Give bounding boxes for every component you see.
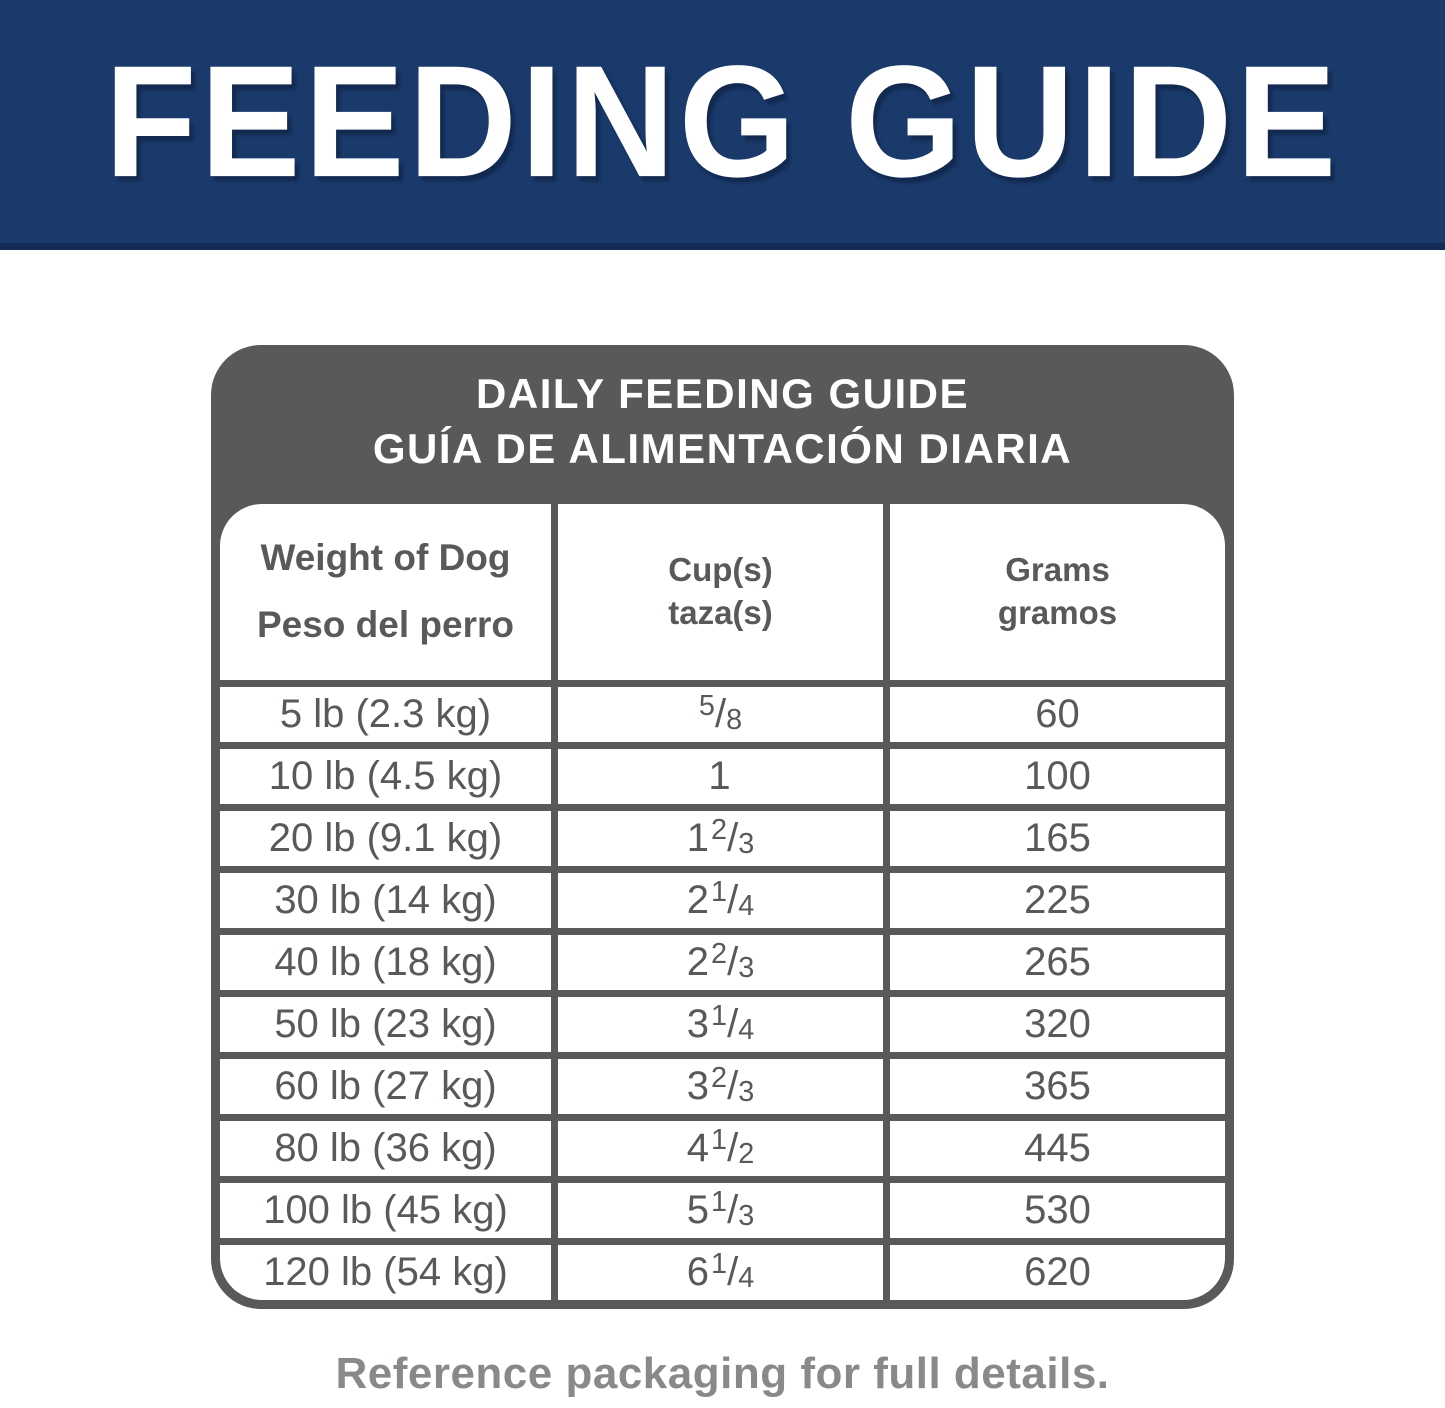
weight-cell: 5 lb (2.3 kg) bbox=[220, 687, 551, 742]
grams-cell: 100 bbox=[890, 749, 1225, 804]
column-header-cups-es: taza(s) bbox=[668, 594, 773, 631]
cups-cell: 31/4 bbox=[557, 997, 884, 1052]
table-row: 60 lb (27 kg) 32/3 365 bbox=[220, 1059, 1225, 1114]
panel-title: DAILY FEEDING GUIDE GUÍA DE ALIMENTACIÓN… bbox=[213, 345, 1232, 497]
cups-cell: 51/3 bbox=[557, 1183, 884, 1238]
grams-cell: 225 bbox=[890, 873, 1225, 928]
grams-cell: 165 bbox=[890, 811, 1225, 866]
cups-cell: 1 bbox=[557, 749, 884, 804]
feeding-guide-banner: FEEDING GUIDE bbox=[0, 0, 1445, 250]
feeding-table-body: 5 lb (2.3 kg) 5/8 60 10 lb (4.5 kg) 1 100 20 l… bbox=[220, 687, 1225, 1300]
table-row: 100 lb (45 kg) 51/3 530 bbox=[220, 1183, 1225, 1238]
grams-cell: 530 bbox=[890, 1183, 1225, 1238]
column-header-grams: Grams gramos bbox=[890, 504, 1225, 680]
feeding-table: Weight of Dog Peso del perro Cup(s) taza… bbox=[213, 497, 1232, 1307]
column-header-weight-es: Peso del perro bbox=[256, 604, 514, 645]
panel-title-en: DAILY FEEDING GUIDE bbox=[476, 369, 969, 417]
weight-cell: 60 lb (27 kg) bbox=[220, 1059, 551, 1114]
table-row: 120 lb (54 kg) 61/4 620 bbox=[220, 1245, 1225, 1300]
cups-cell: 22/3 bbox=[557, 935, 884, 990]
table-row: 30 lb (14 kg) 21/4 225 bbox=[220, 873, 1225, 928]
column-header-cups: Cup(s) taza(s) bbox=[557, 504, 884, 680]
cups-cell: 61/4 bbox=[557, 1245, 884, 1300]
table-row: 40 lb (18 kg) 22/3 265 bbox=[220, 935, 1225, 990]
panel-title-es: GUÍA DE ALIMENTACIÓN DIARIA bbox=[372, 425, 1073, 472]
grams-cell: 365 bbox=[890, 1059, 1225, 1114]
grams-cell: 60 bbox=[890, 687, 1225, 742]
grams-cell: 620 bbox=[890, 1245, 1225, 1300]
column-header-weight: Weight of Dog Peso del perro bbox=[220, 504, 551, 680]
grams-cell: 265 bbox=[890, 935, 1225, 990]
table-row: 10 lb (4.5 kg) 1 100 bbox=[220, 749, 1225, 804]
table-row: 80 lb (36 kg) 41/2 445 bbox=[220, 1121, 1225, 1176]
table-row: 50 lb (23 kg) 31/4 320 bbox=[220, 997, 1225, 1052]
table-row: 20 lb (9.1 kg) 12/3 165 bbox=[220, 811, 1225, 866]
weight-cell: 100 lb (45 kg) bbox=[220, 1183, 551, 1238]
grams-cell: 445 bbox=[890, 1121, 1225, 1176]
column-header-grams-en: Grams bbox=[1005, 551, 1110, 589]
column-header-grams-es: gramos bbox=[997, 594, 1118, 631]
weight-cell: 80 lb (36 kg) bbox=[220, 1121, 551, 1176]
weight-cell: 50 lb (23 kg) bbox=[220, 997, 551, 1052]
footer-note: Reference packaging for full details. bbox=[335, 1349, 1110, 1398]
daily-feeding-guide-panel: DAILY FEEDING GUIDE GUÍA DE ALIMENTACIÓN… bbox=[211, 345, 1234, 1309]
weight-cell: 20 lb (9.1 kg) bbox=[220, 811, 551, 866]
column-header-cups-en: Cup(s) bbox=[668, 551, 773, 589]
table-row: 5 lb (2.3 kg) 5/8 60 bbox=[220, 687, 1225, 742]
column-header-weight-en: Weight of Dog bbox=[260, 537, 511, 579]
header-row: Weight of Dog Peso del perro Cup(s) taza… bbox=[220, 504, 1225, 680]
cups-cell: 41/2 bbox=[557, 1121, 884, 1176]
weight-cell: 10 lb (4.5 kg) bbox=[220, 749, 551, 804]
cups-cell: 32/3 bbox=[557, 1059, 884, 1114]
weight-cell: 120 lb (54 kg) bbox=[220, 1245, 551, 1300]
weight-cell: 30 lb (14 kg) bbox=[220, 873, 551, 928]
banner-title: FEEDING GUIDE bbox=[104, 31, 1341, 211]
cups-cell: 5/8 bbox=[557, 687, 884, 742]
cups-cell: 12/3 bbox=[557, 811, 884, 866]
grams-cell: 320 bbox=[890, 997, 1225, 1052]
weight-cell: 40 lb (18 kg) bbox=[220, 935, 551, 990]
cups-cell: 21/4 bbox=[557, 873, 884, 928]
